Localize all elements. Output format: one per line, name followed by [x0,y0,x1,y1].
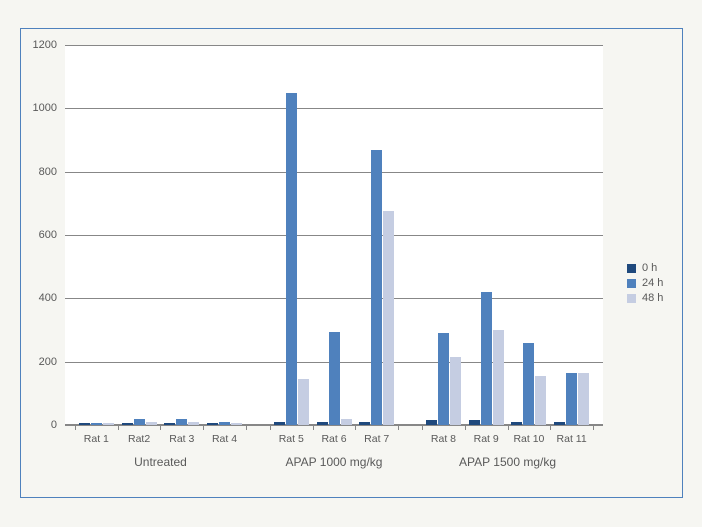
x-axis-tick [465,425,466,430]
legend-swatch [627,264,636,273]
x-tick-label: Rat 1 [84,433,109,445]
grid-line [65,298,603,299]
bar-48h [493,330,504,425]
x-axis-tick [160,425,161,430]
y-tick-label: 0 [21,419,57,431]
bar-0h [469,420,480,425]
chart-container: Rat 1 Rat2 Rat 3 Rat 4 Rat 5 Rat 6 Rat 7 Rat 8 R… [0,0,702,527]
bar-0h [207,423,218,425]
x-axis-tick [355,425,356,430]
x-axis-tick [550,425,551,430]
grid-line [65,172,603,173]
x-tick-label: Rat 4 [212,433,237,445]
bar-48h [578,373,589,425]
x-axis-tick [203,425,204,430]
bar-0h [274,422,285,425]
x-axis-tick [246,425,247,430]
bar-48h [341,419,352,425]
x-tick-label: Rat 7 [364,433,389,445]
bar-48h [231,423,242,425]
bar-48h [535,376,546,425]
legend: 0 h 24 h 48 h [627,259,663,307]
bar-24h [286,93,297,426]
grid-line [65,425,603,426]
x-axis-tick [118,425,119,430]
bar-24h [438,333,449,425]
legend-label: 48 h [642,292,663,304]
bar-0h [359,422,370,425]
bar-0h [79,423,90,425]
x-axis-tick [422,425,423,430]
legend-swatch [627,279,636,288]
legend-item-0h: 0 h [627,262,663,274]
bar-24h [566,373,577,425]
bar-48h [450,357,461,425]
y-tick-label: 600 [21,229,57,241]
x-tick-label: Rat 10 [513,433,544,445]
bar-0h [317,422,328,425]
chart-frame: Rat 1 Rat2 Rat 3 Rat 4 Rat 5 Rat 6 Rat 7 Rat 8 R… [20,28,683,498]
plot-area: Rat 1Rat2Rat 3Rat 4Rat 5Rat 6Rat 7Rat 8R… [65,45,603,425]
group-label: Untreated [134,455,187,469]
bar-24h [371,150,382,426]
bar-0h [164,423,175,425]
grid-line [65,108,603,109]
x-axis-tick [313,425,314,430]
bar-24h [329,332,340,425]
legend-item-48h: 48 h [627,292,663,304]
bar-24h [91,423,102,425]
bar-48h [103,423,114,425]
bar-48h [146,422,157,425]
bar-48h [383,211,394,425]
x-tick-label: Rat 3 [169,433,194,445]
y-tick-label: 800 [21,166,57,178]
x-axis-tick [508,425,509,430]
bar-48h [188,422,199,425]
x-axis-tick [593,425,594,430]
bar-48h [298,379,309,425]
bar-24h [176,419,187,425]
x-tick-label: Rat 6 [321,433,346,445]
y-tick-label: 400 [21,292,57,304]
x-tick-label: Rat 5 [279,433,304,445]
bar-24h [219,422,230,425]
x-tick-label: Rat 11 [557,433,587,445]
legend-label: 0 h [642,262,657,274]
x-axis-tick [270,425,271,430]
group-label: APAP 1000 mg/kg [286,455,383,469]
legend-item-24h: 24 h [627,277,663,289]
x-tick-label: Rat 8 [431,433,456,445]
y-tick-label: 1000 [21,102,57,114]
x-axis-tick [75,425,76,430]
x-axis-tick [398,425,399,430]
legend-label: 24 h [642,277,663,289]
x-tick-label: Rat 9 [474,433,499,445]
bar-0h [122,423,133,425]
bar-24h [481,292,492,425]
bar-24h [523,343,534,425]
bar-0h [554,422,565,425]
y-tick-label: 1200 [21,39,57,51]
legend-swatch [627,294,636,303]
bar-24h [134,419,145,425]
bar-0h [426,420,437,425]
y-tick-label: 200 [21,356,57,368]
group-label: APAP 1500 mg/kg [459,455,556,469]
grid-line [65,235,603,236]
bar-0h [511,422,522,425]
grid-line [65,45,603,46]
x-tick-label: Rat2 [128,433,150,445]
